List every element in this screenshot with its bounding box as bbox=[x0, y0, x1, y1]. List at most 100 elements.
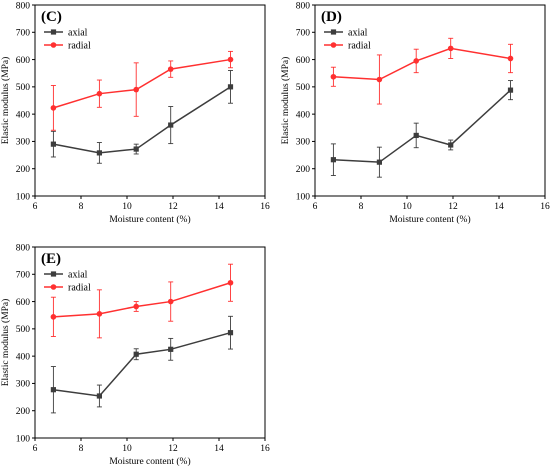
y-tick-label: 500 bbox=[296, 83, 311, 93]
data-point-radial bbox=[133, 86, 139, 93]
data-point-axial bbox=[133, 146, 139, 152]
data-point-axial bbox=[330, 157, 336, 163]
y-tick-label: 500 bbox=[16, 325, 31, 335]
y-tick-label: 100 bbox=[296, 192, 311, 202]
data-point-radial bbox=[330, 73, 337, 80]
data-point-axial bbox=[50, 141, 56, 147]
data-point-radial bbox=[96, 311, 103, 317]
series-axial bbox=[330, 80, 514, 178]
y-tick-label: 700 bbox=[16, 271, 31, 281]
legend-label-radial: radial bbox=[68, 40, 91, 51]
x-tick-label: 14 bbox=[214, 202, 224, 212]
data-point-radial bbox=[50, 105, 57, 111]
x-tick-label: 12 bbox=[168, 444, 178, 454]
y-tick-label: 200 bbox=[16, 165, 31, 175]
y-tick-label: 800 bbox=[296, 1, 311, 11]
legend-label-axial: axial bbox=[68, 269, 88, 280]
data-point-axial bbox=[96, 393, 102, 399]
legend-label-radial: radial bbox=[348, 40, 371, 51]
data-point-axial bbox=[168, 346, 174, 352]
legend-marker-axial bbox=[330, 29, 337, 35]
panel-label: (E) bbox=[41, 251, 61, 267]
y-tick-label: 800 bbox=[16, 243, 31, 253]
data-point-axial bbox=[227, 84, 234, 90]
legend-marker-axial bbox=[50, 29, 57, 35]
data-point-radial bbox=[413, 58, 420, 64]
x-axis-title: Moisture content (%) bbox=[109, 456, 190, 467]
y-tick-label: 700 bbox=[296, 29, 311, 39]
plot-frame bbox=[34, 246, 266, 439]
y-tick-label: 200 bbox=[16, 407, 31, 417]
data-point-radial bbox=[447, 45, 454, 52]
chart-panel-2: 6 8 10 12 14 16 100 200 300 400 500 600 700 800 Moistu… bbox=[0, 243, 270, 467]
data-point-radial bbox=[227, 56, 234, 63]
x-tick-label: 8 bbox=[79, 444, 84, 454]
data-point-axial bbox=[96, 150, 102, 156]
x-axis-title: Moisture content (%) bbox=[109, 214, 190, 225]
data-point-radial bbox=[227, 279, 234, 286]
data-point-axial bbox=[168, 122, 174, 128]
series-line-radial bbox=[53, 58, 231, 109]
data-point-radial bbox=[50, 314, 57, 320]
y-tick-label: 600 bbox=[16, 298, 31, 308]
series-axial bbox=[50, 315, 234, 414]
x-tick-label: 8 bbox=[79, 202, 84, 212]
x-tick-label: 10 bbox=[122, 202, 132, 212]
chart-panel-1: 6 8 10 12 14 16 100 200 300 400 500 600 700 800 Moistu… bbox=[280, 1, 550, 225]
x-tick-label: 10 bbox=[122, 444, 132, 454]
data-point-radial bbox=[376, 76, 383, 83]
data-point-axial bbox=[50, 387, 56, 393]
y-tick-label: 400 bbox=[296, 110, 311, 120]
legend-marker-axial bbox=[50, 271, 57, 277]
series-line-axial bbox=[333, 89, 512, 163]
x-tick-label: 6 bbox=[313, 202, 318, 212]
x-tick-label: 14 bbox=[214, 444, 224, 454]
y-tick-label: 100 bbox=[16, 434, 31, 444]
data-point-axial bbox=[133, 351, 139, 357]
series-radial bbox=[50, 50, 234, 131]
y-tick-label: 600 bbox=[16, 56, 31, 66]
y-tick-label: 300 bbox=[296, 138, 311, 148]
legend-label-axial: axial bbox=[68, 27, 88, 38]
legend-marker-radial bbox=[50, 42, 57, 48]
data-point-axial bbox=[376, 159, 382, 165]
series-line-radial bbox=[333, 47, 511, 81]
x-tick-label: 14 bbox=[494, 202, 504, 212]
data-point-radial bbox=[133, 303, 139, 310]
y-tick-label: 100 bbox=[16, 192, 31, 202]
legend-marker-radial bbox=[50, 284, 57, 290]
x-tick-label: 16 bbox=[260, 202, 270, 212]
plot-frame bbox=[314, 4, 546, 197]
y-tick-label: 200 bbox=[296, 165, 311, 175]
data-point-radial bbox=[507, 55, 514, 62]
y-axis-title: Elastic modulus (MPa) bbox=[280, 57, 291, 145]
x-tick-label: 6 bbox=[33, 202, 38, 212]
y-tick-label: 300 bbox=[16, 380, 31, 390]
x-tick-label: 6 bbox=[33, 444, 38, 454]
data-point-axial bbox=[507, 87, 514, 93]
series-radial bbox=[330, 37, 514, 105]
panel-label: (D) bbox=[321, 9, 342, 25]
legend-label-radial: radial bbox=[68, 282, 91, 293]
legend-label-axial: axial bbox=[348, 27, 368, 38]
series-line-axial bbox=[53, 331, 231, 397]
data-point-axial bbox=[413, 132, 419, 139]
y-tick-label: 400 bbox=[16, 110, 31, 120]
data-point-axial bbox=[448, 142, 454, 148]
x-tick-label: 16 bbox=[260, 444, 270, 454]
series-line-axial bbox=[53, 86, 231, 154]
x-tick-label: 16 bbox=[540, 202, 550, 212]
y-tick-label: 600 bbox=[296, 56, 311, 66]
y-tick-label: 800 bbox=[16, 1, 31, 11]
legend-marker-radial bbox=[330, 42, 337, 48]
series-axial bbox=[50, 70, 234, 164]
data-point-radial bbox=[96, 90, 103, 97]
y-tick-label: 300 bbox=[16, 138, 31, 148]
y-tick-label: 400 bbox=[16, 352, 31, 362]
y-axis-title: Elastic modulus (MPa) bbox=[0, 57, 11, 145]
y-tick-label: 700 bbox=[16, 29, 31, 39]
data-point-axial bbox=[227, 330, 234, 336]
x-axis-title: Moisture content (%) bbox=[389, 214, 470, 225]
x-tick-label: 12 bbox=[168, 202, 178, 212]
